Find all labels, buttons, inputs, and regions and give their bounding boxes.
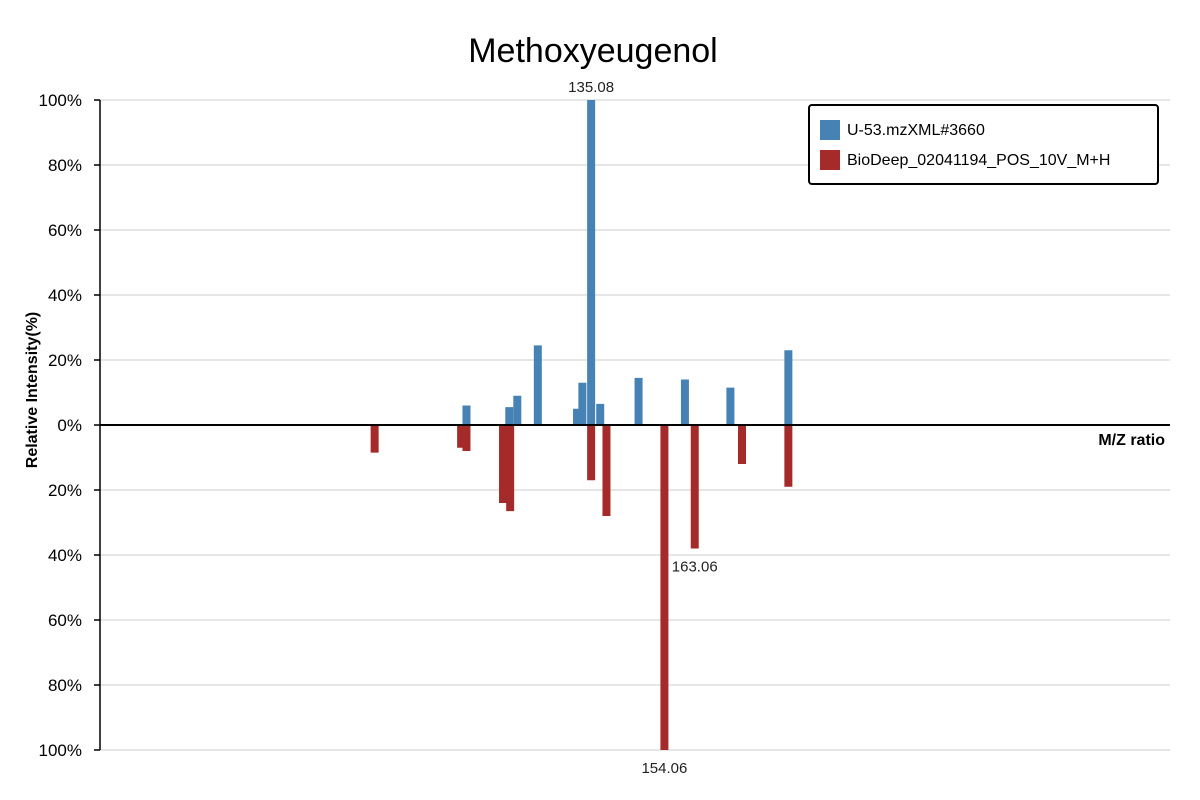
y-tick-label: 20%	[48, 351, 82, 370]
query-peak-bar	[462, 405, 471, 425]
legend-label-reference: BioDeep_02041194_POS_10V_M+H	[847, 152, 1110, 169]
peak-annotation: 163.06	[672, 559, 718, 576]
query-peak-bar	[726, 387, 735, 425]
query-peak-bar	[573, 408, 582, 425]
reference-peak-bar	[690, 425, 699, 549]
reference-peak-bar	[738, 425, 746, 464]
legend-swatch-query	[820, 120, 840, 140]
peak-annotation: 135.08	[568, 79, 614, 96]
reference-peak-bar	[499, 425, 508, 503]
legend-box	[808, 104, 1159, 185]
query-peak-bar	[587, 100, 596, 425]
legend-label-query: U-53.mzXML#3660	[847, 122, 985, 139]
reference-peak-bar	[462, 425, 471, 451]
reference-peak-bar	[784, 425, 793, 487]
chart-title: Methoxyeugenol	[468, 32, 718, 70]
query-peak-bar	[784, 350, 793, 425]
legend: U-53.mzXML#3660 BioDeep_02041194_POS_10V…	[808, 104, 1159, 185]
y-tick-label: 20%	[48, 481, 82, 500]
reference-peak-bar	[457, 425, 466, 448]
y-tick-label: 40%	[48, 286, 82, 305]
peak-annotation: 154.06	[641, 760, 687, 777]
y-tick-label: 40%	[48, 546, 82, 565]
x-axis-label: M/Z ratio	[1098, 432, 1165, 449]
peak-annotations: 135.08 163.06 154.06	[568, 79, 718, 777]
y-tick-label: 60%	[48, 611, 82, 630]
reference-peak-bar	[660, 425, 669, 750]
query-peak-bar	[596, 403, 605, 425]
y-tick-label: 80%	[48, 156, 82, 175]
legend-swatch-reference	[820, 150, 840, 170]
query-peak-bar	[634, 377, 643, 425]
y-tick-label: 100%	[39, 91, 82, 110]
query-peak-bar	[578, 382, 587, 425]
y-tick-label: 0%	[57, 416, 82, 435]
y-tick-label: 60%	[48, 221, 82, 240]
axes-group	[99, 100, 1170, 750]
query-peak-bar	[513, 395, 522, 425]
reference-peak-bar	[370, 425, 379, 453]
y-tick-labels: 0% 20% 40% 60% 80% 100% 20% 40% 60% 80% 100%	[39, 91, 100, 760]
y-axis-label: Relative Intensity(%)	[24, 312, 41, 468]
reference-peak-bar	[602, 425, 611, 516]
query-peak-bar	[533, 345, 542, 425]
reference-peak-bar	[506, 425, 515, 512]
query-peak-bar	[505, 407, 514, 425]
reference-peak-bar	[587, 425, 596, 481]
y-tick-label: 80%	[48, 676, 82, 695]
y-tick-label: 100%	[39, 741, 82, 760]
query-peak-bar	[680, 379, 689, 425]
bars-group	[370, 100, 793, 750]
